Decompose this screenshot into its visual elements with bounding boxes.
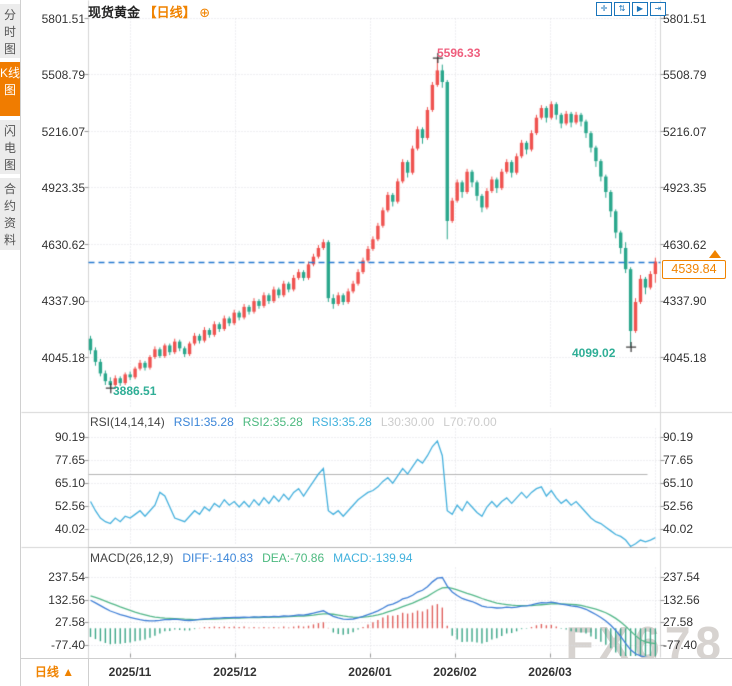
- indicator-value: RSI3:35.28: [311, 415, 372, 429]
- time-axis-label: 2025/11: [108, 665, 152, 679]
- axis-label: 5508.79: [663, 68, 707, 82]
- axis-label: 237.54: [48, 570, 85, 584]
- axis-label: -77.40: [50, 638, 85, 652]
- axis-label: 5801.51: [663, 12, 707, 26]
- rsi-header: RSI(14,14,14) RSI1:35.28 RSI2:35.28 RSI3:35…: [90, 415, 506, 429]
- go-latest-icon[interactable]: ⇥: [650, 2, 666, 16]
- axis-label: 40.02: [663, 522, 694, 536]
- chart-toolbar: ✛ ⇅ ▶ ⇥: [596, 2, 666, 16]
- axis-label: 27.58: [54, 615, 85, 629]
- sidebar-tab-1[interactable]: 分时图: [0, 4, 20, 58]
- axis-label: 77.65: [663, 453, 694, 467]
- period-label: 日线: [34, 665, 59, 679]
- period-dropdown-arrow-icon: ▲: [62, 665, 75, 679]
- time-axis-bar: 日线 ▲ 2025/11 2025/12 2026/01 2026/02 2026/03: [0, 658, 732, 686]
- indicator-value: L70:70.00: [443, 415, 497, 429]
- axis-label: 132.56: [48, 593, 85, 607]
- axis-label: 40.02: [54, 522, 85, 536]
- annotation-high: 5596.33: [437, 46, 481, 60]
- axis-label: 5801.51: [41, 12, 85, 26]
- indicator-value: DIFF:-140.83: [182, 551, 254, 565]
- indicator-value: MACD:-139.94: [333, 551, 413, 565]
- axis-label: 132.56: [663, 593, 700, 607]
- sidebar-tab-3[interactable]: 闪电图: [0, 120, 20, 174]
- period-tag: 【日线】: [143, 5, 196, 20]
- annotation-low: 4099.02: [572, 346, 616, 360]
- axis-label: 4045.18: [663, 351, 707, 365]
- axis-label: 4923.35: [41, 181, 85, 195]
- indicator-value: L30:30.00: [380, 415, 435, 429]
- time-axis-label: 2025/12: [213, 665, 257, 679]
- axis-scale-icon[interactable]: ⇅: [614, 2, 630, 16]
- axis-label: 77.65: [54, 453, 85, 467]
- axis-label: 90.19: [663, 430, 694, 444]
- chart-title: 现货黄金 【日线】 ⊕: [88, 2, 210, 21]
- indicator-value: MACD(26,12,9): [90, 551, 174, 565]
- autoplay-icon[interactable]: ▶: [632, 2, 648, 16]
- axis-label: 4630.62: [41, 238, 85, 252]
- time-axis-label: 2026/03: [528, 665, 572, 679]
- indicator-value: RSI(14,14,14): [90, 415, 165, 429]
- axis-label: 5508.79: [41, 68, 85, 82]
- axis-label: 4337.90: [663, 294, 707, 308]
- time-axis-label: 2026/02: [433, 665, 477, 679]
- indicator-value: RSI2:35.28: [242, 415, 303, 429]
- macd-header: MACD(26,12,9) DIFF:-140.83 DEA:-70.86 MACD:…: [90, 551, 422, 565]
- indicator-settings-icon[interactable]: ⊕: [199, 5, 211, 20]
- indicator-value: DEA:-70.86: [262, 551, 325, 565]
- axis-label: 5216.07: [663, 125, 707, 139]
- sidebar-tab-2[interactable]: K线图: [0, 62, 20, 116]
- time-axis-label: 2026/01: [348, 665, 392, 679]
- axis-label: -77.40: [663, 638, 698, 652]
- axis-label: 52.56: [663, 499, 694, 513]
- axis-label: 65.10: [54, 476, 85, 490]
- price-up-arrow-icon: [709, 250, 721, 258]
- axis-label: 27.58: [663, 615, 694, 629]
- axis-label: 90.19: [54, 430, 85, 444]
- axis-label: 237.54: [663, 570, 700, 584]
- crosshair-icon[interactable]: ✛: [596, 2, 612, 16]
- axis-label: 5216.07: [41, 125, 85, 139]
- axis-label: 65.10: [663, 476, 694, 490]
- sidebar-tab-4[interactable]: 合约资料: [0, 178, 20, 250]
- sidebar: 分时图 K线图闪电图合约资料: [0, 0, 21, 686]
- axis-label: 52.56: [54, 499, 85, 513]
- axis-label: 4045.18: [41, 351, 85, 365]
- annotation-start-low: 3886.51: [113, 384, 157, 398]
- axis-label: 4630.62: [663, 238, 707, 252]
- axis-label: 4337.90: [41, 294, 85, 308]
- symbol-name: 现货黄金: [88, 5, 141, 20]
- last-price-tag: 4539.84: [662, 260, 726, 279]
- indicator-value: RSI1:35.28: [173, 415, 234, 429]
- axis-label: 4923.35: [663, 181, 707, 195]
- period-selector[interactable]: 日线 ▲: [21, 659, 89, 686]
